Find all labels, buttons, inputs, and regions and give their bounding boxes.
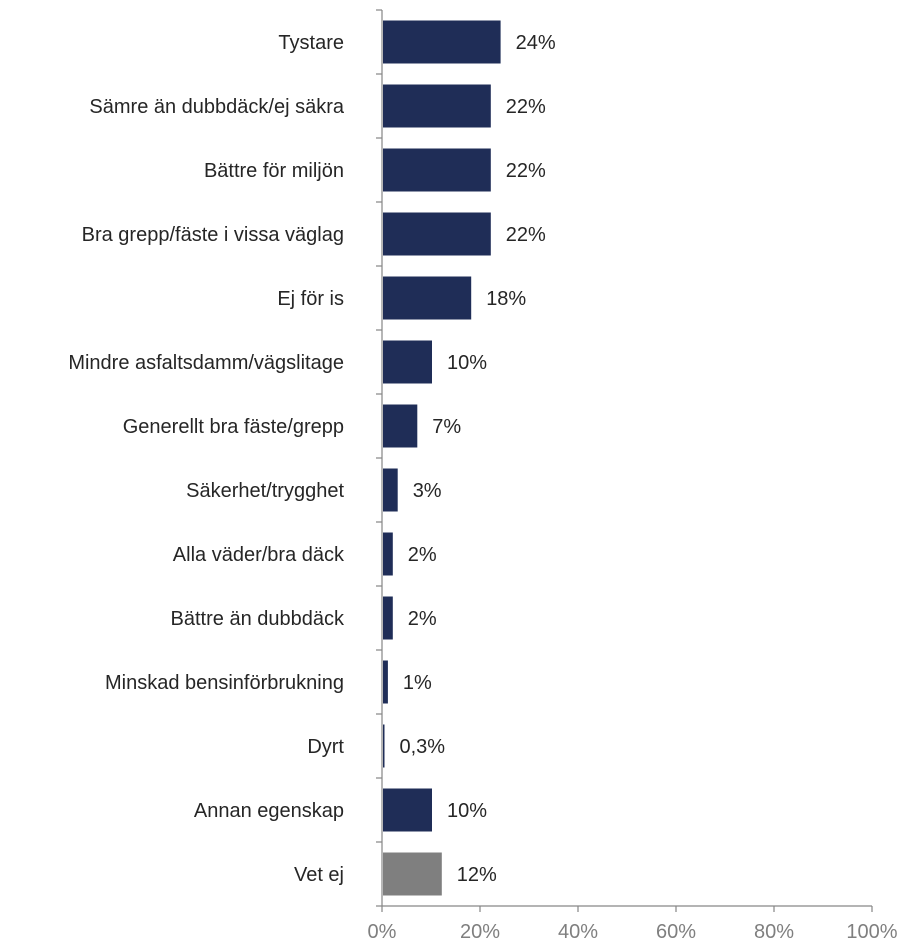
value-label: 24% — [516, 32, 556, 54]
category-label: Dyrt — [307, 736, 344, 758]
x-axis-ticks: 0% 20% 40% 60% 80% 100% — [368, 906, 898, 943]
bar — [383, 276, 472, 320]
value-label: 22% — [506, 224, 546, 246]
value-label: 0,3% — [400, 736, 446, 758]
value-label: 1% — [403, 672, 432, 694]
value-label: 2% — [408, 608, 437, 630]
x-tick-label: 80% — [754, 921, 794, 943]
bar — [383, 340, 432, 384]
value-label: 7% — [432, 416, 461, 438]
bar — [383, 20, 501, 64]
category-label: Vet ej — [294, 864, 344, 886]
value-label: 22% — [506, 160, 546, 182]
value-label: 22% — [506, 96, 546, 118]
bar — [383, 148, 491, 192]
category-label: Minskad bensinförbrukning — [105, 672, 344, 694]
value-label: 10% — [447, 800, 487, 822]
bar — [383, 660, 388, 704]
category-label: Alla väder/bra däck — [173, 544, 345, 566]
category-label: Generellt bra fäste/grepp — [123, 416, 344, 438]
value-labels: 24% 22% 22% 22% 18% 10% 7% 3% 2% 2% 1% 0,3% 10% 12% — [400, 32, 556, 886]
value-label: 2% — [408, 544, 437, 566]
value-label: 18% — [486, 288, 526, 310]
category-label: Sämre än dubbdäck/ej säkra — [89, 96, 344, 118]
category-label: Säkerhet/trygghet — [186, 480, 344, 502]
y-axis-ticks — [376, 9, 382, 907]
bar — [383, 596, 393, 640]
x-tick-label: 20% — [460, 921, 500, 943]
bar — [383, 468, 398, 512]
bar — [383, 212, 491, 256]
bar — [383, 852, 442, 896]
bar — [383, 84, 491, 128]
category-labels: Tystare Sämre än dubbdäck/ej säkra Bättre … — [68, 32, 345, 886]
bar — [383, 788, 432, 832]
x-tick-label: 0% — [368, 921, 397, 943]
category-label: Annan egenskap — [194, 800, 344, 822]
x-tick-label: 40% — [558, 921, 598, 943]
category-label: Bra grepp/fäste i vissa väglag — [82, 224, 344, 246]
bar — [383, 404, 418, 448]
bar — [383, 724, 385, 768]
category-label: Bättre för miljön — [204, 160, 344, 182]
category-label: Tystare — [278, 32, 344, 54]
value-label: 3% — [413, 480, 442, 502]
bars-group — [383, 20, 501, 896]
category-label: Bättre än dubbdäck — [171, 608, 345, 630]
x-tick-label: 100% — [846, 921, 897, 943]
x-tick-label: 60% — [656, 921, 696, 943]
value-label: 12% — [457, 864, 497, 886]
value-label: 10% — [447, 352, 487, 374]
category-label: Ej för is — [277, 288, 344, 310]
bar — [383, 532, 393, 576]
category-label: Mindre asfaltsdamm/vägslitage — [68, 352, 344, 374]
